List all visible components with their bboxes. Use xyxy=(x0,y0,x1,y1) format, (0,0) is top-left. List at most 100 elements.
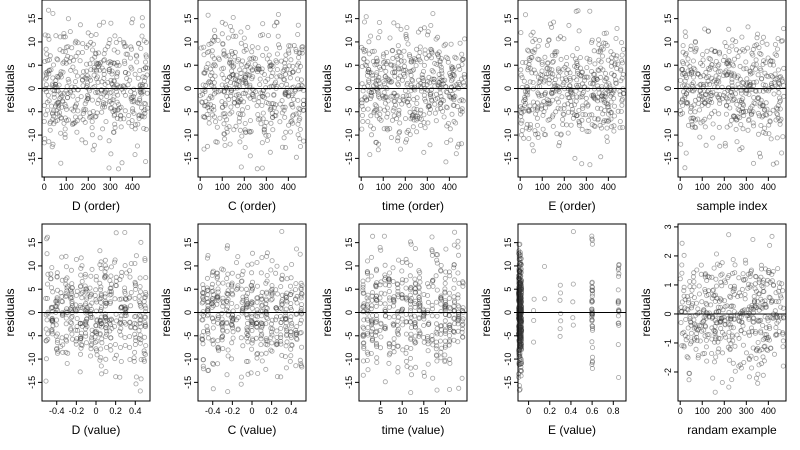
data-point xyxy=(395,257,401,263)
data-point xyxy=(205,102,211,108)
data-point xyxy=(771,80,777,86)
data-point xyxy=(716,62,722,68)
data-point xyxy=(136,112,142,118)
data-point xyxy=(204,50,210,56)
data-point xyxy=(434,260,440,266)
data-point xyxy=(259,255,265,261)
data-point xyxy=(461,83,467,89)
x-tick-label: 0 xyxy=(678,182,683,192)
data-point xyxy=(249,261,255,267)
data-point xyxy=(297,251,303,257)
data-point xyxy=(405,41,411,47)
data-point xyxy=(118,344,124,350)
data-point xyxy=(236,93,242,99)
data-point xyxy=(91,67,97,73)
data-point xyxy=(374,355,380,361)
data-point xyxy=(111,47,117,53)
data-point xyxy=(421,82,427,88)
data-point xyxy=(85,30,91,36)
data-point xyxy=(389,48,395,54)
data-point xyxy=(529,55,535,61)
data-point xyxy=(612,113,618,119)
data-point xyxy=(608,99,614,105)
data-point xyxy=(702,124,708,130)
data-point xyxy=(749,86,755,92)
data-point xyxy=(368,254,374,260)
data-point xyxy=(428,94,434,100)
data-point xyxy=(107,59,113,65)
data-point xyxy=(452,54,458,60)
data-point xyxy=(364,73,370,79)
data-point xyxy=(582,84,588,90)
data-point xyxy=(137,97,143,103)
data-point xyxy=(710,121,716,127)
data-point xyxy=(278,325,284,331)
data-point xyxy=(133,374,139,380)
data-point xyxy=(439,68,445,74)
data-point xyxy=(233,81,239,87)
data-point xyxy=(411,58,417,64)
data-point xyxy=(556,143,562,149)
data-point xyxy=(755,339,761,345)
data-point xyxy=(389,79,395,85)
data-point xyxy=(100,126,106,132)
data-point xyxy=(604,75,610,81)
data-point xyxy=(699,102,705,108)
data-point xyxy=(229,270,235,276)
data-point xyxy=(524,84,530,90)
data-point xyxy=(233,76,239,82)
data-point xyxy=(215,286,221,292)
data-point xyxy=(138,105,144,111)
data-point xyxy=(404,93,410,99)
data-point xyxy=(381,233,387,239)
data-point xyxy=(137,96,143,102)
data-point xyxy=(696,96,702,102)
data-point xyxy=(225,389,231,395)
data-point xyxy=(584,128,590,134)
data-point xyxy=(605,57,611,63)
data-point xyxy=(554,96,560,102)
data-point xyxy=(363,97,369,103)
data-point xyxy=(79,137,85,143)
data-point xyxy=(108,151,114,157)
data-point xyxy=(522,96,528,102)
data-point xyxy=(296,117,302,123)
data-point xyxy=(102,104,108,110)
data-point xyxy=(221,48,227,54)
data-point xyxy=(521,135,527,141)
data-point xyxy=(435,52,441,58)
data-point xyxy=(408,57,414,63)
data-point xyxy=(525,65,531,71)
data-point xyxy=(84,76,90,82)
data-point xyxy=(82,75,88,81)
data-point xyxy=(368,132,374,138)
data-point xyxy=(229,72,235,78)
y-tick-label: 0 xyxy=(663,86,673,91)
data-point xyxy=(221,88,227,94)
data-point xyxy=(142,59,148,65)
data-point xyxy=(65,95,71,101)
data-point xyxy=(264,56,270,62)
data-point xyxy=(211,114,217,120)
data-point xyxy=(544,42,550,48)
data-point xyxy=(49,265,55,271)
data-point xyxy=(426,74,432,80)
data-point xyxy=(131,98,137,104)
data-point xyxy=(525,108,531,114)
data-point xyxy=(50,111,56,117)
y-tick-label: 1 xyxy=(663,282,673,287)
data-point xyxy=(770,107,776,113)
data-point xyxy=(224,304,230,310)
y-tick-label: -5 xyxy=(344,108,354,116)
data-point xyxy=(565,67,571,73)
data-point xyxy=(608,91,614,97)
data-point xyxy=(82,271,88,277)
data-point xyxy=(257,66,263,72)
data-point xyxy=(112,125,118,131)
data-point xyxy=(280,104,286,110)
data-point xyxy=(83,98,89,104)
data-point xyxy=(552,52,558,58)
data-point xyxy=(546,37,552,43)
data-point xyxy=(579,161,585,167)
data-point xyxy=(711,265,717,271)
